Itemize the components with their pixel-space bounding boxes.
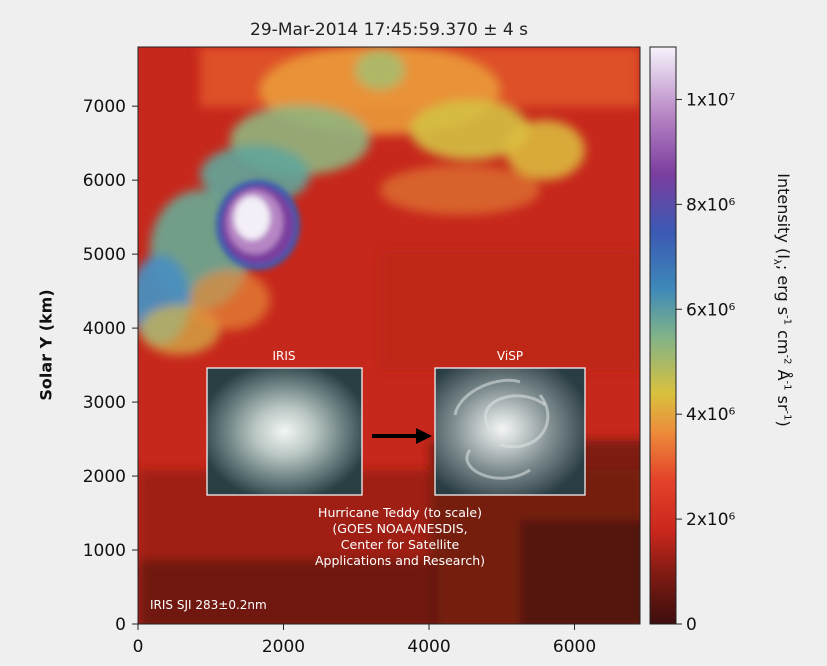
colorbar-tick-label: 4x10⁶	[686, 405, 736, 425]
iris-inset: IRIS	[206, 349, 363, 496]
hurricane-credit: Hurricane Teddy (to scale) (GOES NOAA/NE…	[280, 505, 520, 569]
colorbar-tick-label: 6x10⁶	[686, 300, 736, 320]
x-tick-label: 6000	[553, 637, 596, 657]
y-tick-label: 5000	[83, 245, 126, 265]
chart-title: 29-Mar-2014 17:45:59.370 ± 4 s	[250, 20, 528, 40]
colorbar-tick-label: 8x10⁶	[686, 195, 736, 215]
colorbar-tick-label: 2x10⁶	[686, 510, 736, 530]
y-tick-label: 0	[115, 615, 126, 635]
y-tick-label: 6000	[83, 171, 126, 191]
x-tick-label: 0	[133, 637, 144, 657]
credit-line: (GOES NOAA/NESDIS,	[332, 521, 468, 536]
iris-inset-label: IRIS	[272, 349, 295, 363]
y-tick-label: 4000	[83, 319, 126, 339]
x-tick-label: 4000	[407, 637, 450, 657]
colorbar-tick-label: 0	[686, 615, 697, 635]
colorbar-axis: 0 2x10⁶ 4x10⁶ 6x10⁶ 8x10⁶ 1x10⁷	[676, 90, 736, 635]
heatmap	[138, 47, 640, 624]
y-tick-label: 1000	[83, 541, 126, 561]
visp-inset-label: ViSP	[497, 349, 523, 363]
x-axis: 0 2000 4000 6000	[133, 624, 596, 657]
x-tick-label: 2000	[262, 637, 305, 657]
visp-inset: ViSP	[434, 349, 586, 496]
axes-frame	[137, 46, 641, 625]
credit-line: Hurricane Teddy (to scale)	[318, 505, 482, 520]
colorbar	[649, 46, 677, 625]
y-tick-label: 2000	[83, 467, 126, 487]
y-tick-label: 3000	[83, 393, 126, 413]
y-tick-label: 7000	[83, 97, 126, 117]
y-axis-label: Solar Y (km)	[36, 289, 56, 401]
credit-line: Applications and Research)	[314, 553, 486, 568]
colorbar-tick-label: 1x10⁷	[686, 90, 736, 110]
y-axis: 0 1000 2000 3000 4000 5000 6000 7000	[83, 97, 138, 635]
arrow-icon	[372, 428, 432, 444]
instrument-label: IRIS SJI 283±0.2nm	[150, 598, 267, 612]
credit-line: Center for Satellite	[340, 537, 460, 552]
colorbar-label: Intensity (Iλ; erg s-1 cm-2 Å-1 sr-1)	[770, 173, 794, 427]
